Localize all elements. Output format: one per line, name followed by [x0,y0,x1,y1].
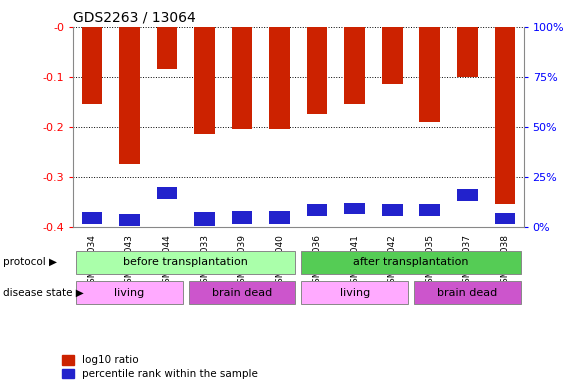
Bar [119,214,140,225]
Bar [382,204,403,215]
Bar [269,27,290,129]
FancyBboxPatch shape [301,281,408,304]
Text: before transplantation: before transplantation [123,257,248,267]
Text: living: living [114,288,145,298]
Bar [345,203,365,214]
Bar [157,27,177,70]
Text: brain dead: brain dead [437,288,498,298]
FancyBboxPatch shape [76,281,183,304]
Bar [419,204,440,215]
Text: after transplantation: after transplantation [353,257,469,267]
Bar [345,27,365,104]
Bar [269,210,290,224]
Bar [82,212,102,224]
Legend: log10 ratio, percentile rank within the sample: log10 ratio, percentile rank within the … [61,355,258,379]
Bar [194,212,215,225]
Bar [119,27,140,164]
Bar [494,213,515,224]
Text: protocol ▶: protocol ▶ [3,257,57,267]
Text: GDS2263 / 13064: GDS2263 / 13064 [73,10,196,24]
Bar [307,204,328,215]
Bar [419,27,440,122]
Bar [232,27,252,129]
Bar [494,27,515,204]
FancyBboxPatch shape [301,251,521,273]
FancyBboxPatch shape [76,251,296,273]
Text: disease state ▶: disease state ▶ [3,288,83,298]
Bar [157,187,177,199]
FancyBboxPatch shape [414,281,521,304]
Text: living: living [339,288,370,298]
Bar [457,27,477,77]
Bar [194,27,215,134]
Bar [307,27,328,114]
Text: brain dead: brain dead [212,288,272,298]
Bar [82,27,102,104]
FancyBboxPatch shape [189,281,296,304]
Bar [232,210,252,224]
Bar [457,189,477,200]
Bar [382,27,403,84]
